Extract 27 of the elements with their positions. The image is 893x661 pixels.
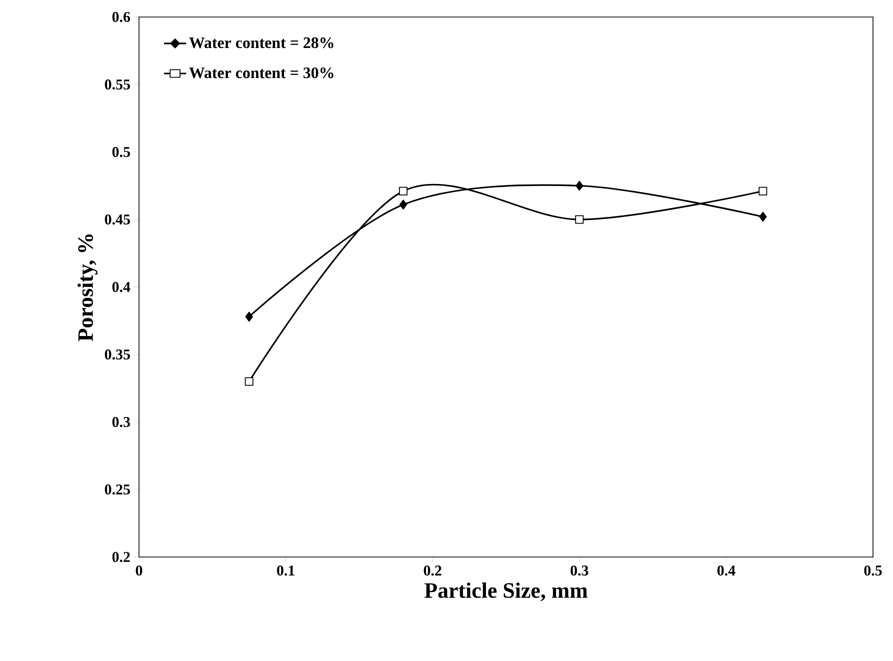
x-tick-label: 0.1 — [277, 566, 294, 576]
y-axis-title: Porosity, % — [78, 234, 98, 342]
y-tick-label: 0.45 — [104, 214, 130, 225]
x-tick-label: 0.4 — [717, 566, 736, 576]
x-tick-label: 0.3 — [570, 566, 588, 576]
y-tick-label: 0.25 — [104, 484, 130, 495]
legend-label: Water content = 30% — [189, 67, 334, 78]
y-tick-label: 0.4 — [112, 282, 130, 292]
y-tick-label: 0.6 — [112, 12, 130, 22]
x-tick-label: 0 — [136, 566, 142, 576]
y-tick-label: 0.55 — [104, 79, 130, 90]
point — [759, 212, 767, 222]
point — [576, 180, 584, 191]
point — [399, 200, 408, 210]
legend-label: Water content = 28% — [189, 37, 334, 48]
y-tick-label: 0.2 — [112, 552, 130, 562]
x-tick-label: 0.2 — [424, 566, 442, 576]
point — [398, 186, 408, 196]
x-axis-title: Particle Size, mm — [424, 582, 588, 602]
point — [244, 377, 254, 386]
x-tick-label: 0.5 — [864, 566, 882, 576]
y-tick-label: 0.35 — [104, 349, 130, 360]
y-tick-label: 0.5 — [112, 146, 130, 158]
point — [245, 312, 253, 322]
point — [758, 186, 768, 196]
y-tick-label: 0.3 — [112, 416, 130, 428]
point — [575, 215, 584, 224]
